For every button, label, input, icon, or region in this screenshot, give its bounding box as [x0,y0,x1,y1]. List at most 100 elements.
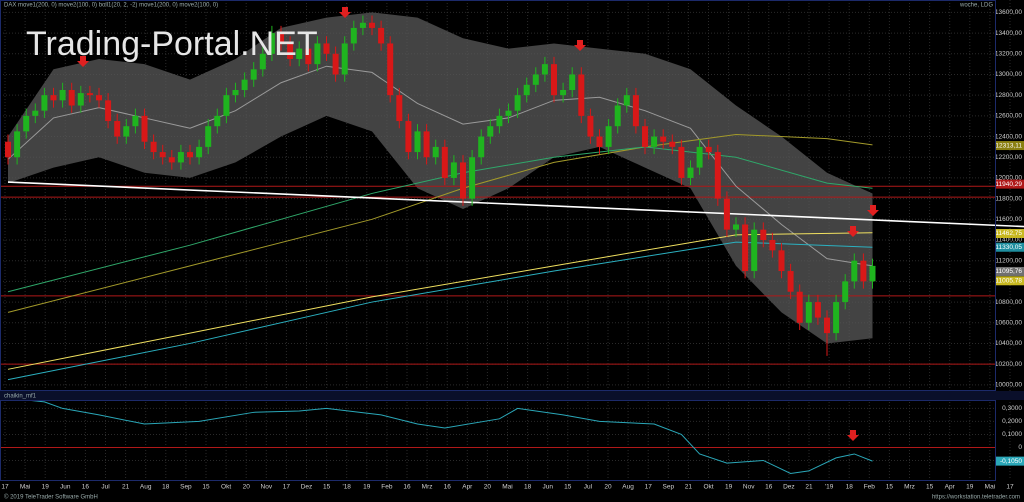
candle-body [869,265,876,282]
x-tick-label: 20 [243,484,251,491]
candle-body [514,95,521,111]
candle-body [742,224,749,272]
candle-body [760,229,767,240]
period-label: woche, LDG [959,3,993,9]
x-tick-label: 18 [846,484,854,491]
x-tick-label: Dez [301,484,313,491]
arrow [574,40,586,51]
y-tick-label: 11200,00 [995,257,1022,264]
x-tick-label: Feb [864,484,876,491]
osc-title: chaikin_mf1 [4,394,37,400]
source-url: https://workstation.teletrader.com [932,495,1020,501]
x-tick-label: Mai [985,484,995,491]
candle-body [450,162,457,178]
candle-body [560,90,567,96]
candle-body [678,146,685,178]
candle-body [414,131,421,153]
candle-body [187,152,193,158]
candle-body [751,229,758,272]
candle-body [614,105,621,127]
price-label: 11462,75 [995,230,1022,237]
candle-body [314,43,321,65]
x-tick-label: Mrz [904,484,915,491]
x-tick-label: 19 [42,484,50,491]
candle-body [150,141,157,153]
y-tick-label: 10400,00 [995,340,1022,347]
x-tick-label: Jul [101,484,110,491]
overlay-line [7,241,873,381]
candle-body [387,43,394,96]
candle-body [123,126,130,137]
candle-body [469,157,476,199]
candle-body [268,33,275,54]
x-tick-label: 21 [805,484,813,491]
indicator-caption: DAX move1(200, 0) move2(100, 0) boll1(20… [4,3,218,9]
y-tick-label: 0,1000 [1002,431,1022,438]
candle-body [551,64,557,96]
candle-body [287,43,294,59]
arrow [847,430,859,441]
candle-body [660,136,667,142]
candle-body [332,53,339,75]
y-tick-label: 13600,00 [995,9,1022,16]
y-tick-label: 0 [1018,444,1022,451]
y-tick-label: 13400,00 [995,30,1022,37]
x-tick-label: Nov [743,484,755,491]
candle-body [159,152,166,158]
x-tick-label: Jun [542,484,553,491]
y-tick-label: 12600,00 [995,113,1022,120]
x-tick-label: 17 [1006,484,1014,491]
x-tick-label: 15 [202,484,210,491]
candle-body [441,146,448,178]
candle-body [341,43,348,75]
y-tick-label: 10200,00 [995,361,1022,368]
main-frame [0,0,996,391]
candle-body [487,126,494,137]
candle-body [814,302,821,318]
x-tick-label: 21 [685,484,693,491]
candle-body [378,27,385,44]
candle-body [350,27,357,44]
y-tick-label: 11600,00 [995,216,1022,223]
candle-body [623,95,630,106]
overlay-line [7,146,873,293]
x-tick-label: Jul [584,484,593,491]
x-tick-label: 15 [886,484,894,491]
price-label: 11095,76 [995,268,1022,275]
x-tick-label: '19 [825,484,834,491]
candle-body [478,136,485,158]
price-label-box [996,179,1024,189]
overlay-line [7,232,873,370]
candle-body [723,198,730,230]
candle-body [824,317,830,334]
price-label-box [996,266,1024,276]
x-tick-label: 15 [323,484,331,491]
x-tick-label: 16 [765,484,773,491]
candle-body [505,110,512,116]
candle-body [232,90,239,96]
candle-body [523,84,530,96]
candle-body [68,90,75,106]
last-value-box [996,456,1024,466]
candle-body [651,136,658,147]
candle-body [168,157,175,163]
candle-body [105,100,112,122]
arrow [77,56,89,67]
x-tick-label: Sep [663,484,675,491]
price-label: 11940,29 [995,181,1022,188]
candle-body [460,162,466,199]
x-tick-label: 15 [926,484,934,491]
y-tick-label: 0,2000 [1002,418,1022,425]
candle-body [596,136,603,147]
overlay-line [7,181,1024,228]
y-tick-label: 12800,00 [995,92,1022,99]
candle-body [669,141,676,147]
candle-body [714,152,721,199]
x-tick-label: 17 [283,484,291,491]
x-tick-label: 16 [82,484,90,491]
price-label: 12313,11 [995,142,1022,149]
y-tick-label: 13200,00 [995,51,1022,58]
candle-body [50,95,57,101]
x-tick-label: 17 [1,484,9,491]
candle-body [14,131,21,158]
